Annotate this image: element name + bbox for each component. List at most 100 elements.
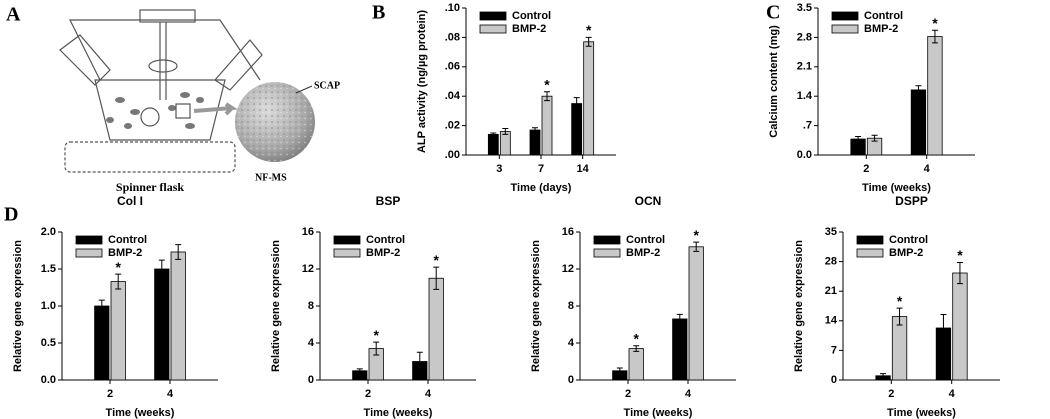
y-tick-label: .10 [445, 2, 460, 14]
y-tick-label: 0.0 [41, 374, 56, 386]
y-tick-label: 4 [308, 337, 315, 349]
y-axis-label: Relative gene expression [270, 240, 282, 372]
error-bar [544, 91, 550, 102]
significance-marker: * [373, 327, 379, 343]
significance-marker: * [586, 22, 592, 38]
chart-title: Col I [117, 194, 143, 208]
legend-swatch [831, 24, 859, 34]
x-tick-label: 2 [365, 388, 371, 400]
x-axis-label: Time (weeks) [862, 182, 931, 194]
error-bar [616, 367, 623, 375]
legend-label: Control [864, 10, 903, 22]
error-bar [633, 345, 640, 352]
error-bar [871, 134, 878, 142]
x-tick-label: 4 [685, 388, 692, 400]
significance-marker: * [115, 259, 121, 275]
panel-label: D [4, 204, 18, 226]
error-bar [585, 36, 592, 47]
legend-swatch [856, 235, 884, 245]
bar [94, 305, 110, 381]
error-bar [931, 29, 938, 44]
x-tick-label: 4 [949, 388, 956, 400]
y-tick-label: 0.0 [797, 149, 812, 161]
y-tick-label: .08 [445, 31, 460, 43]
x-tick-label: 3 [496, 163, 502, 175]
y-tick-label: 3.5 [797, 2, 812, 14]
y-tick-label: 12 [562, 263, 574, 275]
bar [927, 36, 943, 156]
zoom-box [175, 103, 191, 119]
sphere-label: SCAP [314, 80, 340, 91]
x-tick-label: 2 [107, 388, 113, 400]
x-tick-label: 14 [577, 163, 590, 175]
bar [487, 134, 499, 156]
flask-top [69, 19, 261, 81]
panel-label: A [6, 4, 21, 26]
bar [170, 251, 186, 381]
x-tick-label: 7 [538, 163, 544, 175]
y-axis-label: Relative gene expression [530, 240, 542, 372]
y-tick-label: 0 [308, 374, 314, 386]
chart-title: OCN [635, 194, 662, 208]
legend-label: Control [108, 234, 147, 246]
error-bar [915, 85, 922, 95]
x-tick-label: 4 [425, 388, 432, 400]
y-tick-label: 2.0 [41, 226, 56, 238]
y-tick-label: .00 [445, 149, 460, 161]
bar [628, 348, 644, 381]
error-bar [373, 341, 380, 356]
y-tick-label: 0.5 [41, 337, 56, 349]
x-tick-label: 2 [625, 388, 631, 400]
bar [891, 316, 908, 381]
legend-swatch [75, 235, 103, 245]
legend-label: BMP-2 [626, 247, 660, 259]
y-tick-label: .02 [445, 120, 460, 132]
y-tick-label: 21 [825, 285, 837, 297]
y-tick-label: .7 [803, 120, 812, 132]
side-arm [214, 39, 263, 91]
legend-swatch [593, 235, 621, 245]
legend-swatch [856, 248, 884, 258]
x-tick-label: 4 [924, 163, 931, 175]
pointer [295, 85, 313, 94]
legend-label: BMP-2 [512, 23, 546, 35]
y-axis-label: Relative gene expression [12, 240, 24, 372]
legend-label: Control [889, 234, 928, 246]
x-axis-label: Time (weeks) [364, 407, 433, 419]
error-bar [693, 241, 700, 252]
y-tick-label: .06 [445, 61, 460, 73]
y-tick-label: 1.0 [41, 300, 56, 312]
legend-label: BMP-2 [108, 247, 142, 259]
y-tick-label: 1.5 [41, 263, 56, 275]
legend-swatch [479, 24, 507, 34]
bar [688, 246, 704, 381]
legend-label: Control [366, 234, 405, 246]
y-tick-label: 0 [568, 374, 574, 386]
microsphere-texture [235, 82, 315, 162]
legend-label: Control [512, 10, 551, 22]
legend-label: BMP-2 [889, 247, 923, 259]
error-bar [115, 273, 122, 290]
error-bar [676, 313, 683, 325]
y-tick-label: 14 [825, 315, 838, 327]
legend-swatch [479, 11, 507, 21]
y-axis-label: Relative gene expression [793, 240, 805, 372]
bar [910, 89, 927, 156]
legend-swatch [75, 248, 103, 258]
significance-marker: * [897, 293, 903, 309]
legend-swatch [831, 11, 859, 21]
error-bar [490, 132, 497, 137]
y-tick-label: 12 [302, 263, 314, 275]
x-axis-label: Time (days) [511, 182, 572, 194]
product-label: NF-MS [255, 172, 287, 183]
bar [583, 41, 595, 156]
x-axis-label: Time (weeks) [624, 407, 693, 419]
legend-label: BMP-2 [366, 247, 400, 259]
error-bar [502, 128, 509, 135]
legend-swatch [593, 248, 621, 258]
error-bar [433, 266, 440, 290]
error-bar [855, 136, 862, 143]
error-bar [940, 313, 947, 343]
